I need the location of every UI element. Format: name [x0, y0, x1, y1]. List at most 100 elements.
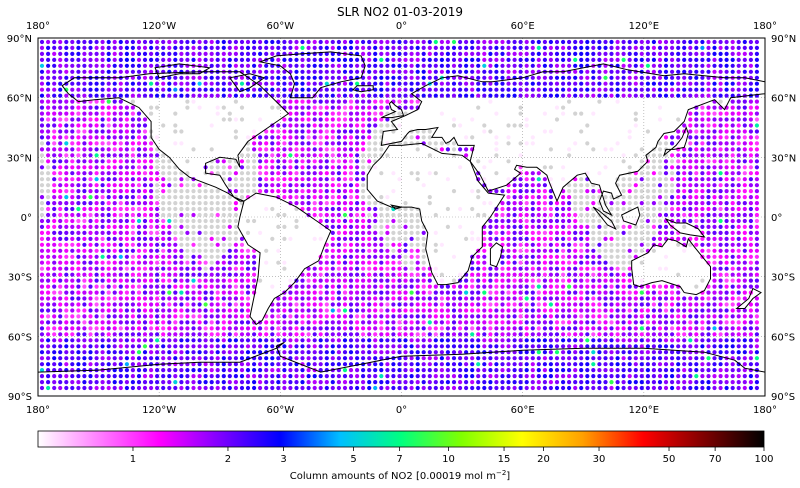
data-dot [355, 224, 360, 229]
data-dot [82, 189, 87, 194]
data-dot [70, 141, 75, 146]
data-dot [567, 230, 572, 235]
data-dot [651, 105, 657, 110]
data-dot [282, 171, 287, 176]
data-dot [294, 87, 299, 92]
data-dot [724, 248, 729, 253]
data-dot [445, 129, 450, 134]
data-dot [252, 117, 257, 122]
data-dot [645, 206, 651, 212]
data-dot [639, 123, 644, 128]
data-dot [361, 230, 366, 235]
data-dot [670, 165, 675, 170]
data-dot [391, 45, 396, 51]
data-dot [373, 153, 378, 158]
data-dot [100, 171, 105, 176]
data-dot [118, 57, 123, 63]
data-dot [185, 129, 190, 134]
data-dot [603, 248, 608, 253]
data-dot [573, 105, 578, 110]
data-dot [464, 87, 469, 92]
data-dot [603, 230, 608, 235]
data-dot [409, 51, 414, 57]
data-dot [730, 165, 735, 170]
data-dot [336, 189, 341, 194]
data-dot [324, 39, 329, 45]
data-dot [724, 177, 729, 182]
data-dot [282, 242, 287, 247]
data-dot [639, 75, 644, 80]
data-dot [651, 266, 657, 271]
data-dot [470, 278, 475, 283]
data-dot [179, 266, 184, 271]
data-dot [397, 242, 402, 247]
data-dot [561, 236, 566, 241]
data-dot [391, 93, 396, 98]
data-dot [694, 123, 699, 128]
data-dot [209, 75, 214, 80]
data-dot [427, 177, 432, 182]
data-dot [742, 260, 747, 265]
data-dot [724, 165, 729, 170]
data-dot [730, 99, 735, 104]
data-dot [379, 254, 384, 259]
data-dot [264, 153, 269, 158]
data-dot [657, 212, 663, 218]
data-dot [149, 242, 154, 247]
data-dot [542, 153, 548, 158]
data-dot [742, 248, 747, 253]
data-dot [706, 51, 711, 57]
data-dot [736, 278, 741, 283]
data-dot [724, 129, 729, 134]
data-dot [524, 141, 529, 146]
data-dot [639, 141, 644, 146]
data-dot [645, 189, 651, 194]
data-dot [427, 99, 432, 104]
data-dot [282, 236, 287, 241]
data-dot [342, 153, 348, 158]
data-dot [379, 189, 384, 194]
data-dot [361, 63, 366, 68]
data-dot [391, 177, 396, 182]
data-dot [391, 165, 396, 170]
data-dot [203, 81, 208, 86]
data-dot [542, 218, 548, 224]
data-dot [421, 51, 426, 57]
data-dot [124, 195, 129, 200]
data-dot [270, 105, 275, 110]
data-dot [561, 254, 566, 259]
data-dot [561, 87, 566, 92]
data-dot [433, 242, 438, 247]
data-dot [361, 236, 366, 241]
data-dot [403, 69, 408, 74]
data-dot [58, 93, 63, 98]
data-dot [536, 135, 541, 140]
data-dot [191, 87, 196, 92]
data-dot [663, 99, 669, 104]
data-dot [130, 45, 135, 51]
data-dot [439, 141, 444, 146]
data-dot [76, 135, 81, 140]
data-dot [500, 266, 505, 271]
data-dot [476, 284, 481, 289]
data-dot [70, 266, 75, 271]
data-dot [167, 123, 172, 128]
data-dot [385, 212, 390, 218]
data-dot [573, 236, 578, 241]
data-dot [330, 260, 335, 265]
data-dot [512, 272, 517, 277]
data-dot [585, 51, 590, 57]
data-dot [700, 99, 705, 104]
data-dot [700, 153, 705, 158]
data-dot [530, 212, 535, 218]
data-dot [52, 51, 57, 57]
data-dot [633, 135, 638, 140]
data-dot [657, 69, 663, 74]
data-dot [494, 254, 499, 259]
data-dot [330, 189, 335, 194]
data-dot [270, 39, 275, 45]
data-dot [670, 183, 675, 188]
data-dot [227, 165, 232, 170]
data-dot [130, 39, 135, 45]
data-dot [494, 177, 499, 182]
